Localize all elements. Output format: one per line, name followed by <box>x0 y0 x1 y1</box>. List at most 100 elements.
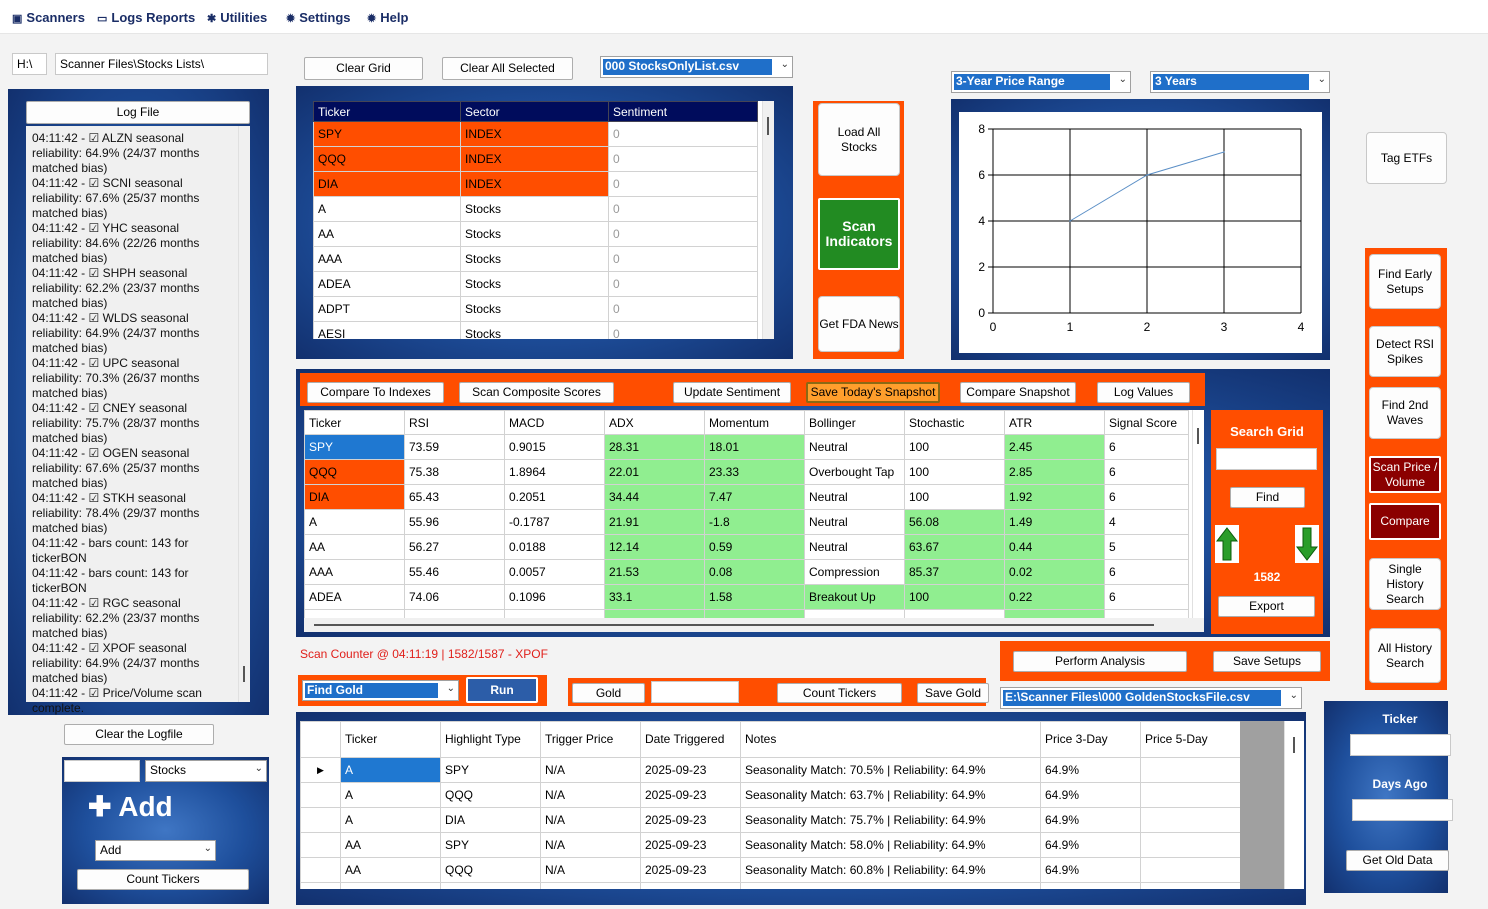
table-cell[interactable]: AA <box>313 221 461 247</box>
table-cell[interactable]: Breakout Up <box>804 584 905 610</box>
table-cell[interactable]: 5 <box>1104 534 1189 560</box>
table-cell[interactable]: AA <box>304 534 405 560</box>
table-cell[interactable]: 0.08 <box>704 559 805 585</box>
category-select[interactable]: Stocks ⌄ <box>145 760 267 782</box>
table-cell[interactable]: 22.01 <box>604 459 705 485</box>
table-cell[interactable]: 2025-09-23 <box>640 782 741 808</box>
table-cell[interactable]: Compression <box>804 559 905 585</box>
table-cell[interactable]: 6 <box>1104 584 1189 610</box>
table-cell[interactable]: INDEX <box>460 146 609 172</box>
gold-button[interactable]: Gold <box>572 683 645 703</box>
table-cell[interactable]: 2.45 <box>1004 434 1105 460</box>
table-row[interactable]: QQQ INDEX 0 <box>313 146 758 172</box>
history-days-input[interactable] <box>1352 799 1453 821</box>
column-header[interactable]: Bollinger <box>804 410 905 435</box>
table-cell[interactable]: Neutral <box>804 534 905 560</box>
gold-count-tickers-button[interactable]: Count Tickers <box>777 683 902 703</box>
table-cell[interactable]: Stocks <box>460 246 609 272</box>
compare-button[interactable]: Compare <box>1369 503 1441 540</box>
table-row[interactable]: AESI Stocks 0 <box>313 321 758 339</box>
gold-grid-scrollbar[interactable] <box>1284 721 1304 889</box>
table-cell[interactable]: 0.44 <box>1004 534 1105 560</box>
table-cell[interactable]: 55.46 <box>404 559 505 585</box>
save-gold-button[interactable]: Save Gold <box>917 683 989 703</box>
table-cell[interactable]: 1.92 <box>1004 484 1105 510</box>
table-cell[interactable]: A <box>304 509 405 535</box>
table-cell[interactable]: 0 <box>608 271 758 297</box>
table-cell[interactable]: QQQ <box>440 857 541 883</box>
column-header[interactable]: Date Triggered <box>640 721 741 758</box>
column-header[interactable]: Sector <box>460 101 609 122</box>
table-cell[interactable]: N/A <box>540 857 641 883</box>
column-header[interactable]: Price 3-Day <box>1040 721 1141 758</box>
table-cell[interactable]: 64.9% <box>1040 857 1141 883</box>
table-cell[interactable]: 0 <box>608 171 758 197</box>
column-header[interactable]: Ticker <box>304 410 405 435</box>
table-cell[interactable]: 100 <box>904 584 1005 610</box>
table-row[interactable]: A 55.96 -0.1787 21.91 -1.8 Neutral 56.08 1.49 4 <box>304 509 1189 535</box>
column-header[interactable]: Notes <box>740 721 1041 758</box>
table-cell[interactable]: 85.37 <box>904 559 1005 585</box>
table-cell[interactable]: 0.0188 <box>504 534 605 560</box>
table-cell[interactable]: 0 <box>608 221 758 247</box>
table-row[interactable]: ADEA Stocks 0 <box>313 271 758 297</box>
table-cell[interactable]: 33.1 <box>604 584 705 610</box>
table-cell[interactable]: Seasonality Match: 63.7% | Reliability: … <box>740 782 1041 808</box>
period-select[interactable]: 3 Years ⌄ <box>1150 71 1330 93</box>
table-cell[interactable]: Stocks <box>460 321 609 339</box>
table-cell[interactable]: 0 <box>608 296 758 322</box>
table-row[interactable]: AAA 55.46 0.0057 21.53 0.08 Compression 85.37 0… <box>304 559 1189 585</box>
table-cell[interactable]: 100 <box>904 459 1005 485</box>
table-cell[interactable]: 0.02 <box>1004 559 1105 585</box>
table-cell[interactable]: 2025-09-23 <box>640 757 741 783</box>
log-values-button[interactable]: Log Values <box>1097 382 1190 403</box>
table-cell[interactable]: Seasonality Match: 58.0% | Reliability: … <box>740 832 1041 858</box>
run-button[interactable]: Run <box>466 677 538 703</box>
get-old-data-button[interactable]: Get Old Data <box>1346 850 1449 871</box>
table-cell[interactable]: DIA <box>440 807 541 833</box>
table-cell[interactable]: 2.85 <box>1004 459 1105 485</box>
gold-input[interactable] <box>651 681 739 703</box>
table-cell[interactable]: 73.59 <box>404 434 505 460</box>
row-header[interactable] <box>300 857 341 883</box>
column-header[interactable]: Signal Score <box>1104 410 1189 435</box>
table-cell[interactable] <box>1140 857 1241 883</box>
scan-price-volume-button[interactable]: Scan Price / Volume <box>1369 456 1441 493</box>
table-cell[interactable]: ADEA <box>313 271 461 297</box>
gold-grid[interactable]: Ticker Highlight Type Trigger Price Date Tr… <box>300 721 1304 889</box>
table-cell[interactable]: INDEX <box>460 171 609 197</box>
log-scrollbar[interactable] <box>238 126 250 702</box>
table-row[interactable]: AA 56.27 0.0188 12.14 0.59 Neutral 63.67 0.44 5 <box>304 534 1189 560</box>
table-cell[interactable]: 28.31 <box>604 434 705 460</box>
table-row[interactable]: QQQ 75.38 1.8964 22.01 23.33 Overbought Tap 10… <box>304 459 1189 485</box>
table-cell[interactable]: 74.06 <box>404 584 505 610</box>
table-cell[interactable]: 0.2051 <box>504 484 605 510</box>
table-cell[interactable]: 4 <box>1104 509 1189 535</box>
table-row[interactable]: A Stocks 0 <box>313 196 758 222</box>
table-cell[interactable]: 0.0057 <box>504 559 605 585</box>
table-cell[interactable]: 12.14 <box>604 534 705 560</box>
find-gold-select[interactable]: Find Gold ⌄ <box>302 680 459 701</box>
row-header[interactable]: ▶ <box>300 757 341 783</box>
table-cell[interactable]: QQQ <box>313 146 461 172</box>
row-header[interactable] <box>300 807 341 833</box>
table-row[interactable]: SPY 73.59 0.9015 28.31 18.01 Neutral 100 2.45 6 <box>304 434 1189 460</box>
search-grid-input[interactable] <box>1216 448 1317 470</box>
table-cell[interactable]: 1.49 <box>1004 509 1105 535</box>
table-cell[interactable]: 1.58 <box>704 584 805 610</box>
table-cell[interactable]: 2025-09-23 <box>640 807 741 833</box>
table-row[interactable]: ▶ A SPY N/A 2025-09-23 Seasonality Match: 70.… <box>300 757 1241 783</box>
indicator-grid[interactable]: Ticker RSI MACD ADX Momentum Bollinger Stochas… <box>304 410 1204 632</box>
table-cell[interactable]: AAA <box>313 246 461 272</box>
table-row[interactable]: AA SPY N/A 2025-09-23 Seasonality Match: 58.… <box>300 832 1241 858</box>
table-row[interactable]: ADPT Stocks 0 <box>313 296 758 322</box>
table-row[interactable]: DIA INDEX 0 <box>313 171 758 197</box>
table-cell[interactable]: Neutral <box>804 434 905 460</box>
table-cell[interactable]: 21.91 <box>604 509 705 535</box>
stock-list-select[interactable]: 000 StocksOnlyList.csv ⌄ <box>600 56 793 78</box>
table-cell[interactable]: -0.1787 <box>504 509 605 535</box>
table-cell[interactable]: 64.9% <box>1040 757 1141 783</box>
load-all-stocks-button[interactable]: Load All Stocks <box>818 103 900 176</box>
menu-scanners[interactable]: ▣ Scanners <box>12 10 85 25</box>
column-header[interactable]: MACD <box>504 410 605 435</box>
